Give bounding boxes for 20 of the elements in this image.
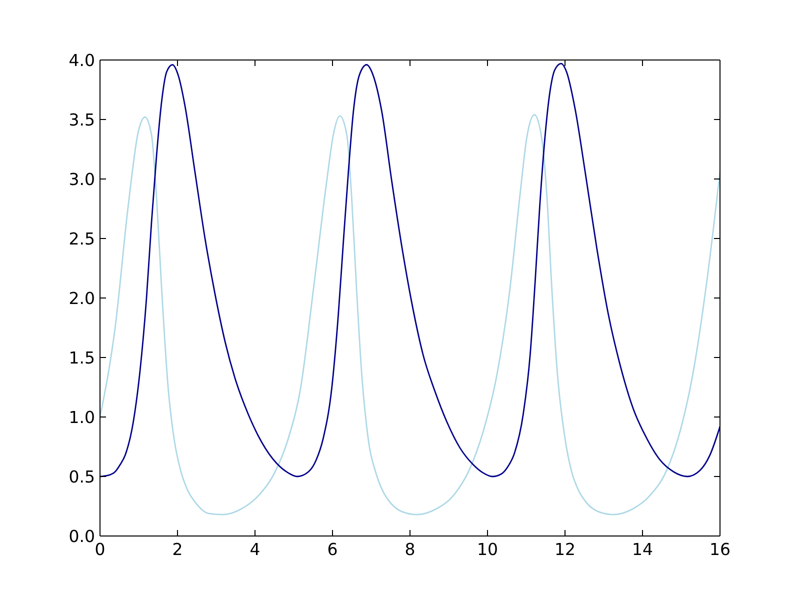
x-tick-label: 14 <box>632 540 653 559</box>
y-tick-label: 1.5 <box>68 348 95 368</box>
y-tick-label: 0.0 <box>68 526 95 546</box>
x-tick-label: 10 <box>477 540 498 559</box>
line-series <box>100 114 720 516</box>
y-tick-label: 4.0 <box>68 50 95 70</box>
y-tick-label: 0.5 <box>68 467 95 486</box>
y-tick-label: 3.0 <box>68 170 95 189</box>
y-tick-label: 2.0 <box>68 288 95 308</box>
y-tick-label: 3.5 <box>68 110 95 130</box>
x-tick-label: 12 <box>554 540 576 559</box>
x-tick-label: 2 <box>172 540 183 559</box>
y-tick-label: 2.5 <box>68 229 95 248</box>
line-series <box>100 62 720 478</box>
x-tick-label: 8 <box>404 540 416 559</box>
y-tick-label: 1.0 <box>68 408 95 427</box>
x-tick-label: 4 <box>250 540 260 559</box>
x-tick-label: 0 <box>94 540 106 559</box>
x-tick-label: 6 <box>327 540 338 559</box>
x-tick-label: 16 <box>710 540 730 559</box>
